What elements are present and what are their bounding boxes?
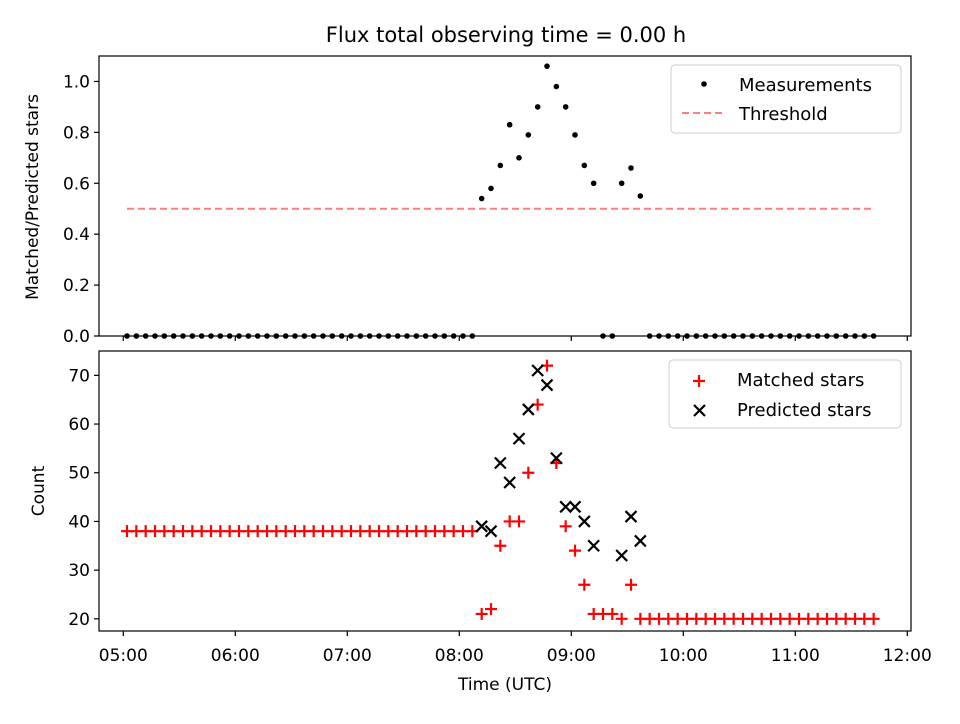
matched-star-point <box>559 520 572 533</box>
legend-measurements-marker <box>701 81 707 87</box>
bottom-y-tick-label: 30 <box>68 561 90 581</box>
bottom-x-tick-label: 06:00 <box>211 646 260 666</box>
measurement-point <box>506 121 513 128</box>
predicted-star-point <box>634 534 647 548</box>
measurement-point <box>544 63 550 69</box>
measurement-point <box>553 83 560 90</box>
bottom-x-ticks: 05:00 06:00 07:00 08:00 09:00 10:00 11:00 12:00 <box>99 631 932 666</box>
predicted-star-point <box>522 403 535 416</box>
bottom-axes-frame <box>98 350 912 632</box>
top-legend: Measurements Threshold <box>670 64 902 134</box>
matched-star-point <box>625 578 637 591</box>
top-y-tick-label: 0.6 <box>63 174 90 194</box>
matched-star-point <box>867 612 880 625</box>
bottom-y-tick-label: 40 <box>68 512 90 532</box>
top-y-axis-label: Matched/Predicted stars <box>23 94 43 300</box>
bottom-x-tick-label: 09:00 <box>547 646 596 666</box>
bottom-x-tick-label: 10:00 <box>659 646 708 666</box>
measurement-point <box>637 193 644 199</box>
measurement-point <box>497 162 504 169</box>
top-y-tick-label: 0.0 <box>63 327 90 347</box>
predicted-star-point <box>512 432 526 445</box>
measurement-point <box>525 132 532 138</box>
bottom-y-ticks: 20 30 40 50 60 70 <box>68 366 99 630</box>
top-y-tick-label: 0.4 <box>63 225 90 245</box>
matched-star-point <box>615 612 628 625</box>
bottom-y-axis-label: Count <box>29 465 49 516</box>
top-x-ticks <box>122 336 908 341</box>
measurement-point <box>581 162 588 169</box>
legend-matched-label: Matched stars <box>737 370 864 391</box>
legend-threshold-label: Threshold <box>738 104 828 125</box>
top-y-tick-label: 0.2 <box>63 276 90 296</box>
top-ylabel-group: Matched/Predicted stars <box>23 94 43 300</box>
bottom-legend: Matched stars Predicted stars <box>668 359 902 429</box>
measurement-points <box>124 63 877 339</box>
measurement-point <box>590 180 597 187</box>
bottom-x-tick-label: 07:00 <box>323 646 372 666</box>
bottom-x-tick-label: 08:00 <box>435 646 484 666</box>
bottom-x-tick-label: 12:00 <box>883 646 932 666</box>
matched-star-point <box>475 607 488 620</box>
matched-star-point <box>494 539 507 552</box>
measurement-point <box>516 155 522 161</box>
measurement-point <box>628 165 634 171</box>
measurement-point <box>478 195 485 202</box>
matched-star-point <box>513 515 525 528</box>
predicted-star-point <box>540 378 554 392</box>
predicted-star-point <box>615 549 628 562</box>
bottom-y-tick-label: 70 <box>68 366 90 386</box>
top-subplot: Flux total observing time = 0.00 h Match… <box>23 23 912 347</box>
predicted-star-point <box>568 500 582 514</box>
bottom-y-tick-label: 50 <box>68 464 90 484</box>
predicted-star-point <box>475 520 488 533</box>
matched-star-point <box>569 544 581 557</box>
legend-predicted-label: Predicted stars <box>737 400 871 421</box>
chart-title: Flux total observing time = 0.00 h <box>326 23 686 47</box>
matched-star-point <box>606 607 619 620</box>
predicted-star-point <box>578 515 591 528</box>
predicted-stars-points <box>475 364 647 562</box>
measurement-point <box>562 104 569 110</box>
top-legend-box <box>670 64 902 134</box>
top-axes-frame <box>98 55 912 337</box>
predicted-star-point <box>587 539 600 553</box>
measurement-point <box>572 132 578 138</box>
matched-star-point <box>578 578 591 591</box>
top-y-tick-label: 0.8 <box>63 123 90 143</box>
bottom-ylabel-group: Count <box>29 465 49 516</box>
measurement-point <box>534 104 541 110</box>
bottom-y-tick-label: 60 <box>68 415 90 435</box>
predicted-star-point <box>624 510 638 523</box>
legend-measurements-label: Measurements <box>739 75 872 96</box>
bottom-x-tick-label: 11:00 <box>771 646 820 666</box>
top-y-tick-label: 1.0 <box>63 72 90 92</box>
matched-star-point <box>522 466 535 479</box>
bottom-y-tick-label: 20 <box>68 610 90 630</box>
predicted-star-point <box>484 524 498 538</box>
bottom-x-axis-label: Time (UTC) <box>457 675 552 695</box>
matched-stars-points <box>121 359 880 625</box>
legend-predicted-marker <box>693 404 706 417</box>
predicted-star-point <box>550 451 563 465</box>
measurement-point <box>618 180 625 187</box>
predicted-star-point <box>559 500 572 514</box>
bottom-legend-box <box>668 359 902 429</box>
bottom-subplot: Count Time (UTC) 20 30 40 50 60 70 05:00 06:00… <box>29 350 932 695</box>
measurement-point <box>488 185 494 192</box>
bottom-x-tick-label: 05:00 <box>99 646 148 666</box>
predicted-star-point <box>503 476 516 489</box>
top-y-ticks: 0.0 0.2 0.4 0.6 0.8 1.0 <box>63 72 99 347</box>
predicted-star-point <box>531 364 544 377</box>
matched-star-point <box>485 603 497 616</box>
legend-matched-marker <box>693 375 705 387</box>
predicted-star-point <box>494 456 507 470</box>
